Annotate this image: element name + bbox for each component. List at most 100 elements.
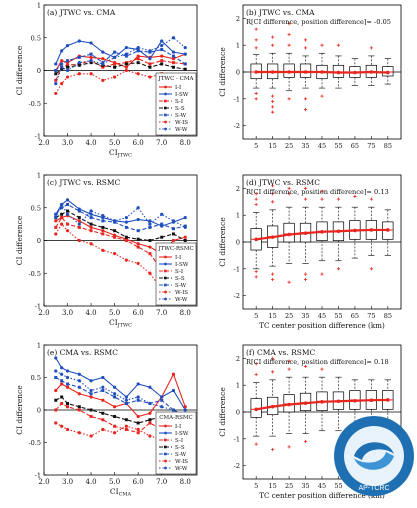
outlier bbox=[303, 277, 308, 282]
data-point bbox=[148, 49, 152, 53]
outlier bbox=[303, 97, 308, 101]
data-point bbox=[89, 242, 93, 246]
legend-marker bbox=[164, 262, 167, 266]
data-point bbox=[60, 366, 64, 370]
x-tick-label: 3.0 bbox=[62, 478, 73, 486]
data-point bbox=[136, 261, 140, 266]
logo-inner-disc-icon bbox=[344, 426, 404, 486]
data-point bbox=[113, 62, 117, 66]
data-point bbox=[54, 62, 58, 66]
data-point bbox=[77, 238, 81, 243]
outlier bbox=[271, 35, 275, 39]
data-point bbox=[160, 39, 164, 43]
data-point bbox=[160, 395, 164, 399]
data-point bbox=[65, 427, 70, 432]
outlier bbox=[254, 372, 258, 377]
outlier bbox=[254, 27, 258, 31]
panel-subtitle: R[CI difference, position difference]= 0… bbox=[246, 358, 389, 366]
data-point bbox=[101, 229, 105, 233]
outlier bbox=[271, 200, 275, 204]
outlier bbox=[320, 272, 324, 276]
legend-marker bbox=[164, 106, 167, 110]
outlier bbox=[254, 91, 258, 96]
data-point bbox=[124, 62, 128, 66]
y-tick-label: 2 bbox=[236, 355, 240, 363]
data-point bbox=[65, 212, 70, 216]
data-point bbox=[60, 206, 64, 210]
data-point bbox=[171, 388, 176, 393]
outlier bbox=[287, 359, 291, 363]
data-point bbox=[113, 229, 117, 233]
data-point bbox=[124, 402, 128, 405]
legend-label: W-IS bbox=[175, 120, 188, 126]
legend-label: S-S bbox=[175, 276, 185, 282]
data-point bbox=[148, 421, 152, 425]
x-axis-label: CIJTWC bbox=[109, 318, 132, 329]
data-point bbox=[54, 408, 58, 412]
data-point bbox=[113, 395, 117, 399]
data-point bbox=[148, 401, 152, 406]
data-point bbox=[113, 219, 117, 223]
data-point bbox=[160, 222, 164, 226]
data-point bbox=[124, 428, 128, 431]
legend-label: S-I bbox=[175, 99, 183, 105]
y-axis-label: CI difference bbox=[218, 217, 227, 267]
legend-marker bbox=[164, 445, 167, 449]
data-point bbox=[101, 62, 105, 66]
data-point bbox=[54, 219, 58, 223]
mean-point bbox=[320, 400, 324, 404]
y-tick-label: -2 bbox=[234, 462, 240, 470]
legend-marker bbox=[164, 452, 167, 456]
data-point bbox=[171, 50, 176, 54]
data-point bbox=[77, 372, 81, 376]
legend-marker bbox=[164, 290, 167, 294]
outlier bbox=[271, 277, 275, 282]
outlier bbox=[303, 38, 308, 42]
data-point bbox=[65, 385, 70, 389]
mean-point bbox=[254, 70, 258, 74]
data-point bbox=[148, 252, 152, 256]
data-point bbox=[66, 59, 70, 63]
x-tick-label: 35 bbox=[301, 312, 309, 320]
legend-title: CMA-RSMC bbox=[159, 415, 192, 421]
outlier bbox=[320, 43, 324, 47]
legend-label: I-SW bbox=[175, 92, 189, 98]
panel-label: (c) JTWC vs. RSMC bbox=[47, 178, 121, 187]
y-tick-label: 0.5 bbox=[31, 34, 41, 42]
data-point bbox=[60, 395, 64, 399]
data-point bbox=[183, 408, 187, 412]
outlier bbox=[271, 192, 275, 196]
y-tick-label: -1 bbox=[35, 472, 41, 480]
x-tick-label: 85 bbox=[384, 142, 392, 150]
data-point bbox=[65, 44, 70, 48]
data-point bbox=[136, 395, 140, 399]
y-axis-label: CI difference bbox=[15, 45, 24, 95]
y-tick-label: 1 bbox=[37, 342, 41, 350]
data-point bbox=[113, 385, 117, 389]
legend-marker bbox=[164, 92, 167, 96]
legend-box bbox=[155, 411, 197, 475]
data-point bbox=[148, 62, 152, 66]
x-tick-label: 25 bbox=[285, 142, 293, 150]
x-tick-label: 5.0 bbox=[109, 139, 120, 147]
legend-marker bbox=[164, 269, 167, 273]
legend-marker bbox=[164, 99, 167, 103]
y-axis-label: CI difference bbox=[15, 385, 24, 435]
outlier bbox=[287, 280, 291, 284]
data-point bbox=[54, 376, 58, 379]
data-point bbox=[136, 427, 140, 432]
x-tick-label: 15 bbox=[268, 142, 276, 150]
mean-point bbox=[254, 407, 258, 412]
mean-point bbox=[270, 235, 275, 239]
y-tick-label: -1 bbox=[234, 435, 240, 443]
data-point bbox=[77, 209, 81, 213]
mean-point bbox=[369, 70, 374, 74]
data-point bbox=[60, 49, 64, 53]
data-point bbox=[148, 434, 152, 438]
data-point bbox=[66, 202, 70, 206]
data-point bbox=[101, 78, 105, 82]
legend-label: W-W bbox=[175, 466, 188, 472]
data-point bbox=[65, 68, 70, 73]
